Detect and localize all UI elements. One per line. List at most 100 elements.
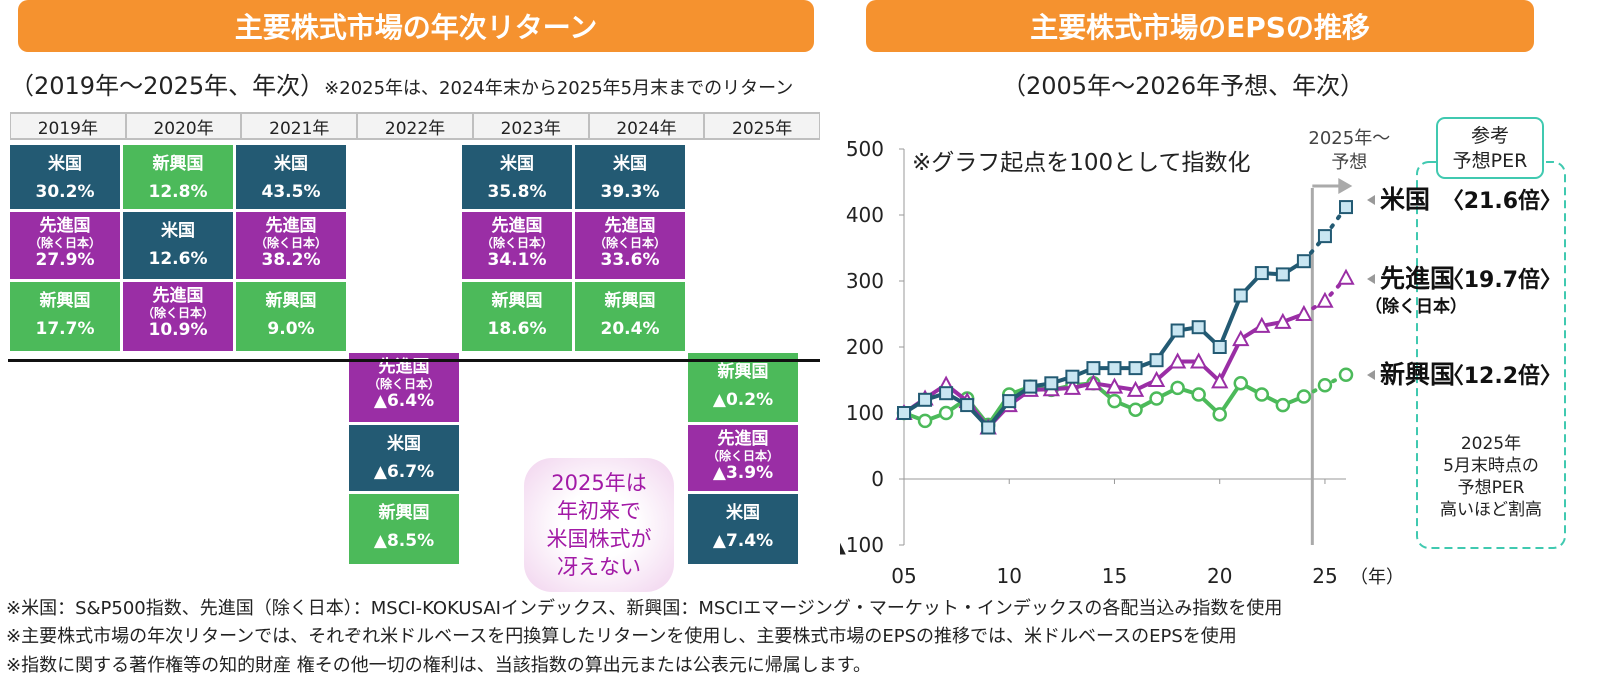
cell-market: 新興国 xyxy=(604,291,656,311)
left-title: 主要株式市場の年次リターン xyxy=(234,11,598,44)
cell-market: 先進国 xyxy=(265,216,317,236)
cell-market: 新興国 xyxy=(378,503,430,523)
return-cell: 先進国 （除く日本） 33.6% xyxy=(575,212,685,279)
data-point-dev xyxy=(1084,374,1103,391)
data-point-us xyxy=(1065,369,1080,384)
x-tick-label: 15 xyxy=(1102,564,1127,588)
legend-per-us: 〈21.6倍〉 xyxy=(1442,188,1562,214)
return-cell: 新興国 17.7% xyxy=(10,282,120,351)
cell-value: ▲6.7% xyxy=(373,462,435,482)
data-point-dev xyxy=(1211,372,1229,389)
cell-value: 18.6% xyxy=(487,319,547,339)
data-point-dev xyxy=(1253,316,1271,333)
year-header: 2024年 xyxy=(589,114,704,139)
data-point-dev xyxy=(1189,352,1208,369)
data-point-em xyxy=(1107,393,1122,409)
right-subtitle: （2005年～2026年予想、年次） xyxy=(1002,72,1365,100)
x-tick-label: 25 xyxy=(1312,564,1337,588)
return-cell: 新興国 9.0% xyxy=(236,282,346,351)
forecast-label: 予想 xyxy=(1331,152,1367,173)
cell-value: 27.9% xyxy=(35,250,95,270)
cell-market: 先進国 xyxy=(378,357,430,377)
data-point-em xyxy=(1254,387,1270,402)
data-point-em xyxy=(938,405,954,421)
y-tick-label: 200 xyxy=(846,335,884,359)
cell-market: 先進国 xyxy=(491,216,543,236)
data-point-us xyxy=(1339,200,1353,215)
legend-name-em: 新興国 xyxy=(1380,360,1455,389)
legend-name-us: 米国 xyxy=(1380,185,1430,214)
per-box-caption: 2025年 xyxy=(1461,434,1521,454)
footnote: ※指数に関する著作権等の知的財産 権その他一切の権利は、当該指数の算出元または公… xyxy=(6,655,871,676)
left-subtitle-note: ※2025年は、2024年末から2025年5月末までのリターン xyxy=(324,78,794,99)
cell-value: ▲0.2% xyxy=(712,390,774,410)
data-point-em xyxy=(1170,380,1185,396)
cell-market: 先進国 xyxy=(39,216,91,236)
return-cell: 先進国 （除く日本） ▲6.4% xyxy=(349,353,459,422)
year-header: 2019年 xyxy=(11,114,125,139)
legend-per-em: 〈12.2倍〉 xyxy=(1442,363,1562,389)
data-point-us xyxy=(897,406,911,420)
data-point-dev xyxy=(1337,268,1355,285)
cell-value: ▲7.4% xyxy=(712,531,774,551)
data-point-us xyxy=(1170,323,1185,338)
zero-baseline xyxy=(8,359,820,362)
return-cell: 米国 35.8% xyxy=(462,145,572,209)
data-point-em xyxy=(1296,389,1312,404)
data-point-us xyxy=(1023,379,1038,394)
data-point-us xyxy=(939,386,954,401)
cell-market: 米国 xyxy=(500,154,534,174)
data-point-em xyxy=(1275,397,1291,413)
data-point-dev xyxy=(1316,291,1334,308)
return-cell: 先進国 （除く日本） 34.1% xyxy=(462,212,572,279)
data-point-dev xyxy=(1232,329,1250,347)
year-header: 2022年 xyxy=(358,114,472,139)
return-cell: 米国 43.5% xyxy=(236,145,346,209)
return-cell: 新興国 ▲0.2% xyxy=(688,353,798,422)
cell-market-sub: （除く日本） xyxy=(141,306,214,320)
callout-line: 冴えない xyxy=(557,555,641,579)
cell-value: 30.2% xyxy=(35,182,95,202)
year-header-row: 2019年 2020年 2021年 2022年 2023年 2024年 2025… xyxy=(10,112,820,140)
cell-market: 先進国 xyxy=(152,286,204,306)
data-point-us xyxy=(1317,229,1332,244)
x-unit-label: （年） xyxy=(1350,567,1404,588)
cell-market: 新興国 xyxy=(717,362,769,382)
cell-market: 米国 xyxy=(387,434,421,454)
cell-market: 新興国 xyxy=(265,291,317,311)
per-box xyxy=(1416,161,1566,549)
data-point-us xyxy=(1107,361,1122,376)
year-header: 2025年 xyxy=(705,114,820,139)
data-point-us xyxy=(1275,267,1290,282)
year-header: 2020年 xyxy=(126,114,241,139)
callout-bubble: 2025年は 年初来で 米国株式が 冴えない xyxy=(524,458,674,592)
data-point-us xyxy=(960,398,975,413)
y-tick-label: 300 xyxy=(846,269,884,293)
cell-market-sub: （除く日本） xyxy=(706,449,779,463)
forecast-label: 2025年～ xyxy=(1308,128,1390,149)
cell-value: 20.4% xyxy=(600,319,660,339)
data-point-us xyxy=(1002,394,1017,409)
x-tick-label: 05 xyxy=(891,564,916,588)
per-box-caption: 予想PER xyxy=(1458,478,1525,498)
return-cell: 先進国 （除く日本） ▲3.9% xyxy=(688,425,798,491)
data-point-dev xyxy=(1295,304,1313,321)
data-point-dev xyxy=(1126,380,1145,397)
data-point-us xyxy=(918,392,933,407)
return-cell: 米国 39.3% xyxy=(575,145,685,209)
y-tick-label: 0 xyxy=(871,467,884,491)
legend-pointer-em xyxy=(1367,370,1375,380)
data-point-dev xyxy=(1063,378,1082,395)
eps-line-chart: 500 400 300 200 100 0 ▲100 05 10 15 20 25 （年） 2025年～ 予… xyxy=(840,117,1566,588)
left-subtitle: （2019年～2025年、年次）※2025年は、2024年末から2025年5月末… xyxy=(10,66,793,101)
y-tick-label: 400 xyxy=(846,203,884,227)
per-box-title: 参考 xyxy=(1471,125,1509,147)
cell-market-sub: （除く日本） xyxy=(480,236,553,250)
data-point-em xyxy=(1317,378,1333,393)
data-point-dev xyxy=(1168,352,1187,369)
data-point-em xyxy=(917,413,933,429)
y-tick-label: 100 xyxy=(846,401,884,425)
forecast-arrow-head xyxy=(1338,178,1353,194)
return-cell: 新興国 20.4% xyxy=(575,282,685,351)
per-box-title: 予想PER xyxy=(1453,150,1528,172)
